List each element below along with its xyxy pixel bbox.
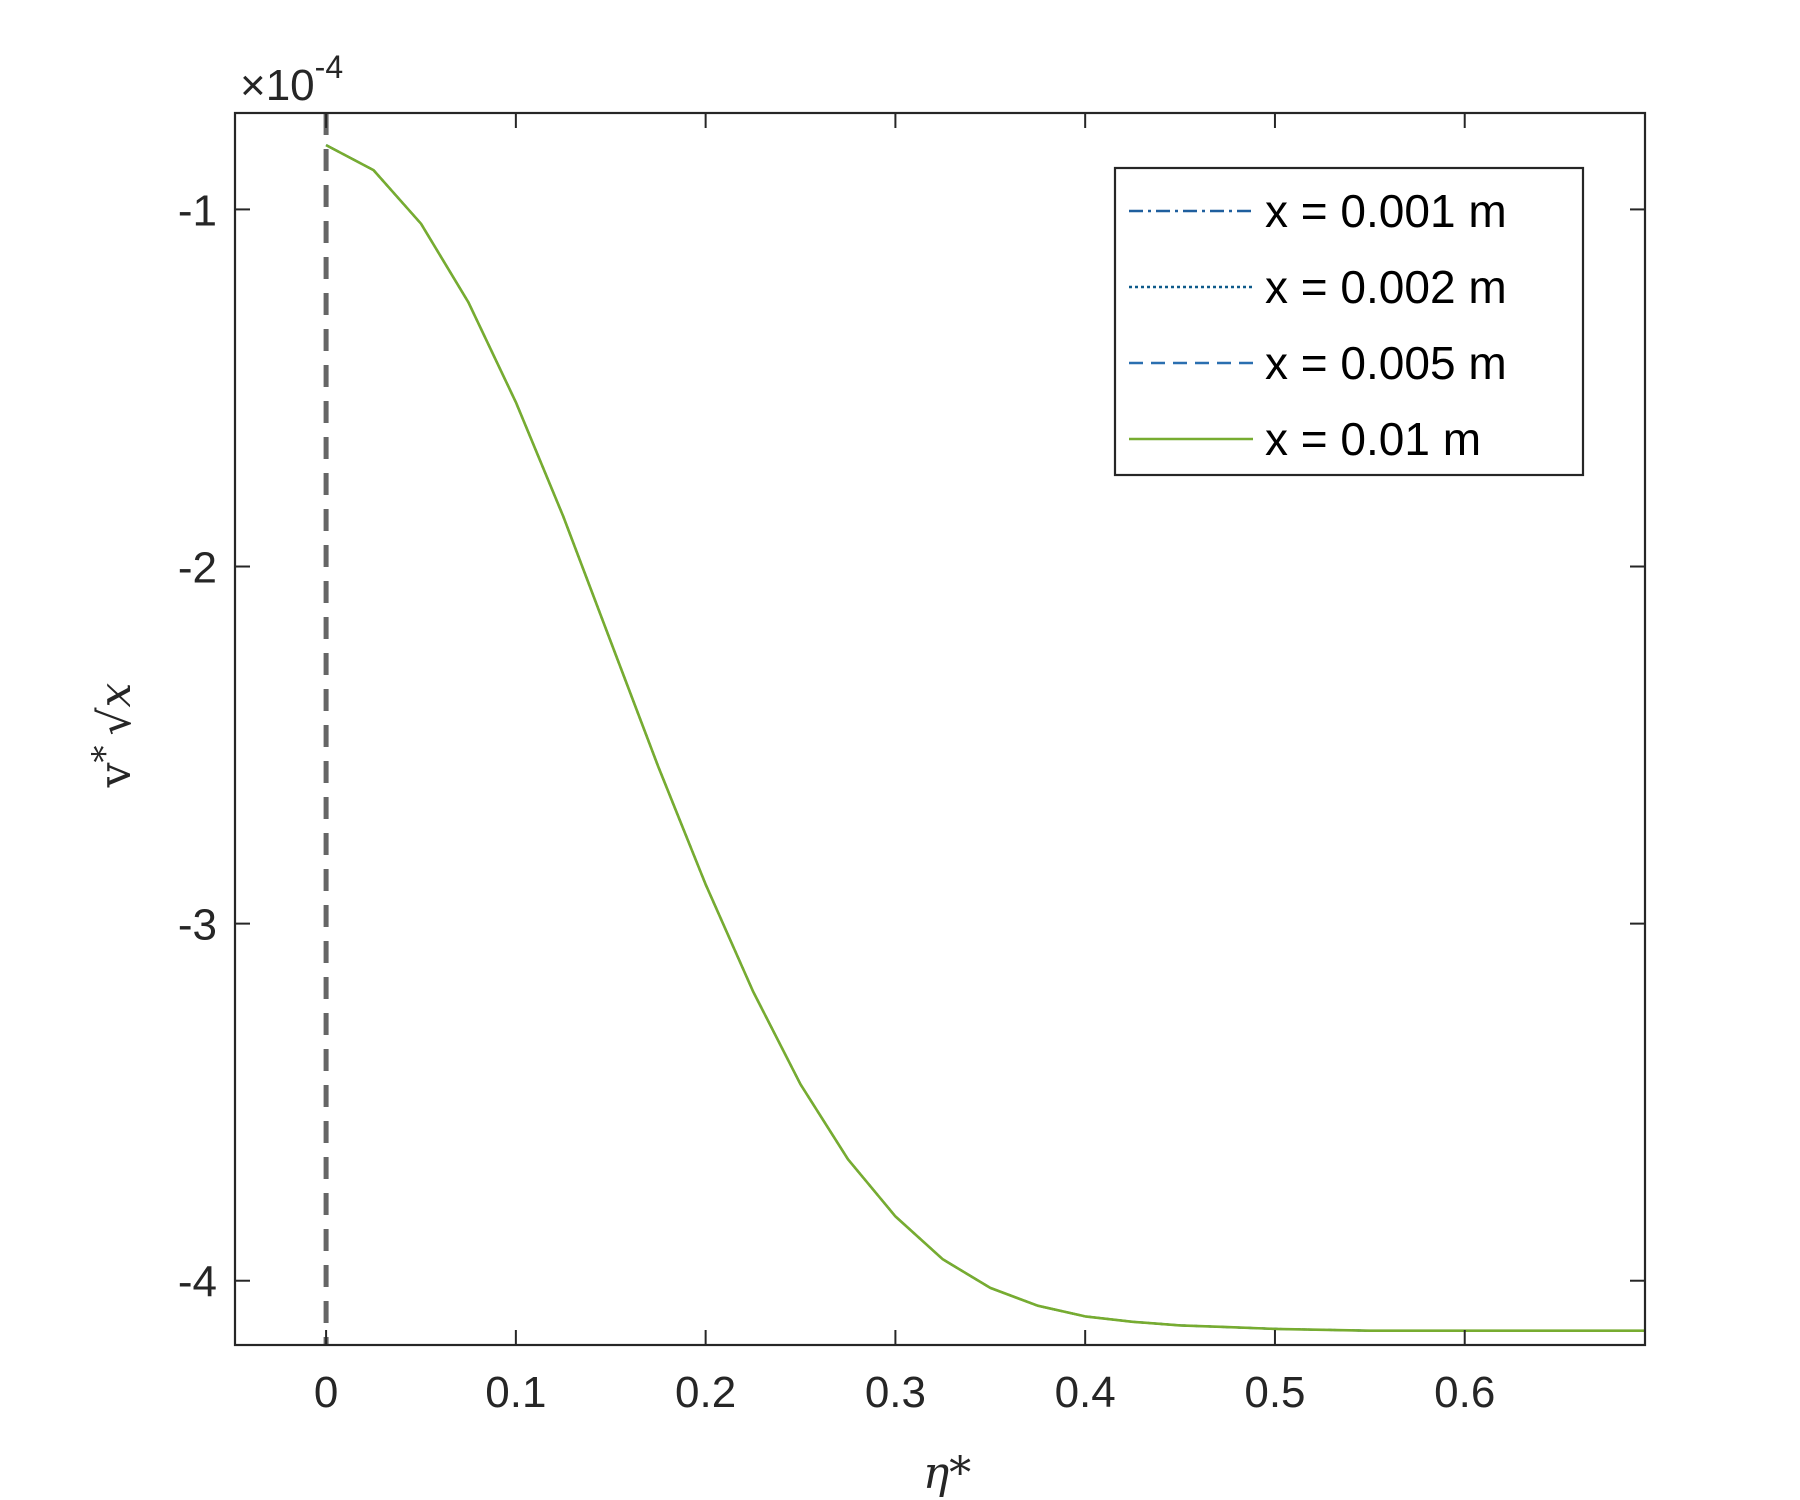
legend-box	[1113, 166, 1585, 477]
x-axis-label: η*	[923, 1448, 971, 1499]
y-tick-label: -3	[178, 901, 217, 950]
legend-label-4: x = 0.01 m	[1265, 413, 1481, 465]
legend-label-3: x = 0.005 m	[1265, 337, 1507, 389]
y-multiplier-exponent: -4	[315, 49, 343, 85]
axes-frame	[233, 111, 1647, 1347]
legend: x = 0.001 m x = 0.002 m x = 0.005 m x = 0.0…	[1113, 166, 1585, 477]
y-label-x: x	[90, 682, 141, 707]
y-tick-label: -4	[178, 1258, 217, 1307]
x-tick-label: 0.1	[485, 1368, 546, 1417]
svg-text:v*√x: v*√x	[85, 682, 141, 788]
legend-label-2: x = 0.002 m	[1265, 261, 1507, 313]
y-tick-label: -2	[178, 544, 217, 593]
x-tick-label: 0.6	[1434, 1368, 1495, 1417]
y-label-v: v	[90, 762, 141, 788]
axes-layer: 0 0.1 0.2 0.3 0.4 0.5 0.6 -1 -2 -3 -4	[178, 111, 1647, 1417]
y-multiplier-times: ×	[240, 61, 266, 110]
y-multiplier-base: 10	[266, 61, 315, 110]
y-label-star: *	[85, 746, 125, 763]
x-tick-label: 0	[314, 1368, 338, 1417]
x-tick-label: 0.2	[675, 1368, 736, 1417]
x-tick-label: 0.4	[1055, 1368, 1116, 1417]
x-tick-label: 0.5	[1244, 1368, 1305, 1417]
legend-label-1: x = 0.001 m	[1265, 185, 1507, 237]
x-tick-label: 0.3	[865, 1368, 926, 1417]
series-line-4	[325, 143, 1645, 1332]
series-layer	[325, 143, 1645, 1332]
y-multiplier: ×10-4	[240, 49, 343, 110]
y-tick-label: -1	[178, 186, 217, 235]
y-axis-label: v*√x	[85, 682, 141, 788]
